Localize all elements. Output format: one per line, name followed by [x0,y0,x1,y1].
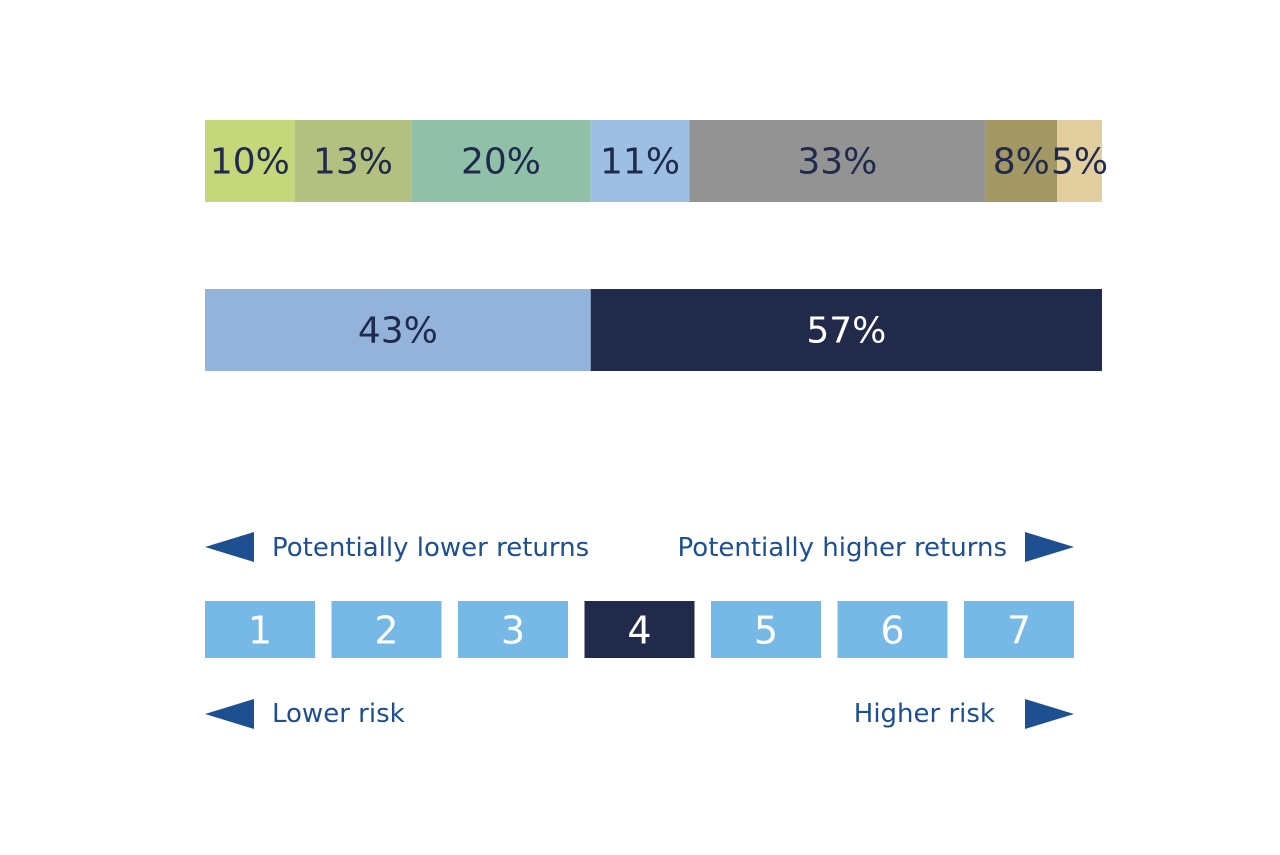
higher-risk-label: Higher risk [854,699,995,729]
segment-label: 43% [358,311,438,352]
bar-segment-1-3 [411,120,591,202]
right-arrow-icon [1025,532,1074,562]
risk-level-box [458,601,568,658]
bar-segment-1-7 [1057,120,1102,202]
risk-level-selected [584,601,695,658]
segment-label: 8% [993,142,1050,183]
risk-level-number: 1 [248,609,272,653]
risk-level-box [205,601,315,658]
bar-segment-1-4 [590,120,690,202]
segment-label: 5% [1051,142,1108,183]
segment-label: 20% [461,142,541,183]
risk-level-number: 3 [501,609,525,653]
bar-segment-1-5 [689,120,986,202]
left-arrow-icon [205,532,254,562]
risk-level-box [837,601,948,658]
lower-risk-label: Lower risk [272,699,405,729]
higher-returns-label: Potentially higher returns [678,533,1007,563]
segment-label: 11% [600,142,680,183]
bar-segment-1-2 [294,120,412,202]
risk-level-number: 6 [880,609,904,653]
risk-level-number: 5 [754,609,778,653]
split-bar: 43% 57% [205,289,1102,371]
right-arrow-icon [1025,699,1074,729]
bar-segment-2-2 [590,289,1102,371]
bar-segment-2-1 [205,289,591,371]
risk-level-number: 2 [374,609,398,653]
risk-level-scale: 1 2 3 4 5 6 7 [205,601,1074,658]
risk-level-number: 7 [1007,609,1031,653]
left-arrow-icon [205,699,254,729]
segment-label: 57% [806,311,886,352]
risk-level-box [711,601,821,658]
risk-level-box [331,601,442,658]
segment-label: 33% [797,142,877,183]
lower-returns-label: Potentially lower returns [272,533,589,563]
risk-level-box [964,601,1074,658]
segment-label: 13% [313,142,393,183]
segment-label: 10% [210,142,290,183]
allocation-bar: 10% 13% 20% 11% 33% 8% 5% [205,120,1108,202]
bar-segment-1-6 [985,120,1058,202]
risk-level-number: 4 [627,609,651,653]
bar-segment-1-1 [205,120,295,202]
